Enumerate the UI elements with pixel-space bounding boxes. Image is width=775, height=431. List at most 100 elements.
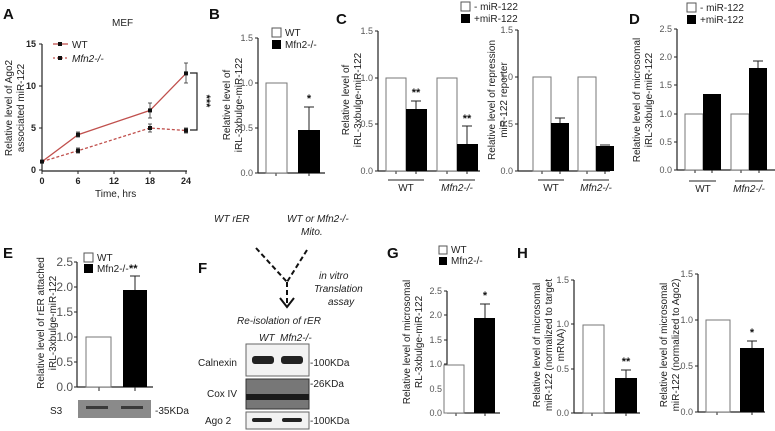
panel-c-ytick: 0.5 [360,119,373,129]
bar-mfn2 [615,378,637,413]
blot-label-cox-iv: Cox IV [207,389,237,400]
panel-h-right-ylabel-1: Relative level of microsomal [659,283,670,408]
bar-mfn2 [740,348,764,412]
bar-wt-minus [684,113,704,171]
panel-a-ytick: 0 [31,165,36,175]
panel-c-ytick: 0.0 [360,166,373,176]
bar-wt [705,319,731,413]
panel-c-right-ylabel-1: Relative level of repression [487,40,498,160]
panel-h-ytick: 0.0 [556,408,569,418]
panel-h-left-significance: ** [622,356,631,368]
panel-h-right-ylabel-2: miR-122 (normalized to Ago2) [671,279,682,412]
bar-wt-plus [551,123,569,171]
panel-c-ytick: 0.0 [500,166,513,176]
bar-wt [265,82,288,174]
panel-d-ytick: 0.5 [659,137,672,147]
blot-s3 [78,400,151,418]
panel-c-right-group-mfn2: Mfn2-/- [580,183,612,194]
panel-a-xtick: 12 [109,176,119,186]
bar-wt [582,324,605,414]
panel-label-a: A [3,6,14,23]
panel-a-ylabel-2: associated miR-122 [16,63,27,152]
panel-d-ytick: 0.0 [659,165,672,175]
bar-mfn2-plus [457,144,478,171]
panel-label-f: F [198,260,207,277]
panel-c-left-ylabel-2: iRL-3xbulge-miR-122 [353,52,364,147]
panel-a-ytick: 5 [31,123,36,133]
panel-e-ylabel-1: Relative level of rER attached [36,257,47,389]
panel-e-ytick: 2.5 [56,255,73,269]
panel-a-title: MEF [112,18,133,29]
panel-e-significance: ** [129,263,138,275]
panel-h-right-significance: * [750,327,755,339]
blot-size-ago2: -100KDa [310,416,350,427]
panel-h-left-ylabel-1: Relative level of microsomal [532,283,543,408]
panel-g-ytick: 2.5 [429,286,442,296]
panel-b: B Relative level of iRL-3xbulge-miR-122 … [209,6,325,178]
panel-a-significance: *** [200,95,212,109]
panel-g-ytick: 1.0 [429,359,442,369]
panel-e-legend-mfn2: Mfn2-/- [97,264,129,275]
workflow-arrow-icon [255,247,308,303]
panel-c-left-ylabel-1: Relative level of [341,64,352,135]
panel-c-right-ylabel-2: miR-122 reporter [499,62,510,138]
panel-label-e: E [3,245,13,262]
panel-d-legend-minus: - miR-122 [700,3,744,14]
panel-a-ytick: 15 [26,39,36,49]
panel-c-right-group-wt: WT [543,183,559,194]
blot-size-cox-iv: -26KDa [310,379,344,390]
panel-d-ytick: 1.5 [659,80,672,90]
f-lane-wt: WT [259,333,275,344]
bar-mfn2 [474,318,495,413]
panel-d-legend-plus: +miR-122 [700,15,744,26]
panel-label-b: B [209,6,220,23]
f-result: Re-isolation of rER [237,316,321,327]
panel-a-xtick: 18 [145,176,155,186]
panel-h-ytick: 0.5 [556,364,569,374]
panel-a: A MEF Relative level of Ago2 associated … [3,6,212,200]
bar-mfn2-plus [596,146,614,171]
panel-c-ytick: 0.5 [500,119,513,129]
panel-c-ytick: 1.0 [360,73,373,83]
panel-c-ytick: 1.5 [500,25,513,35]
blot-size-s3: -35KDa [155,406,189,417]
panel-a-legend-wt: WT [72,40,88,51]
panel-a-ytick: 10 [26,81,36,91]
panel-c-legend-minus: - miR-122 [474,2,518,13]
f-top-right-1: WT or Mfn2-/- [287,214,349,225]
panel-a-xtick: 24 [181,176,191,186]
panel-h-ytick: 0.5 [680,361,693,371]
panel-e-ytick: 1.5 [56,305,73,319]
panel-h-ytick: 1.0 [680,315,693,325]
panel-d-ytick: 2.5 [659,24,672,34]
panel-b-significance: * [307,93,312,105]
panel-c-left-group-mfn2: Mfn2-/- [441,183,473,194]
panel-h-ytick: 0.0 [680,407,693,417]
panel-h-ytick: 1.5 [680,269,693,279]
blot-label-ago2: Ago 2 [205,416,232,427]
panel-label-c: C [336,11,347,28]
blot-size-calnexin: -100KDa [310,358,350,369]
panel-g-legend-mfn2: Mfn2-/- [451,256,483,267]
panel-h: H Relative level of microsomal miR-122 (… [517,245,765,418]
panel-a-xtick: 6 [75,176,80,186]
f-side-3: assay [328,297,355,308]
panel-g-legend-wt: WT [451,245,467,256]
panel-a-xtick: 0 [39,176,44,186]
panel-b-ytick: 1.5 [240,33,253,43]
panel-b-legend-mfn2: Mfn2-/- [285,40,317,51]
panel-h-ytick: 1.5 [556,275,569,285]
panel-d-group-wt: WT [695,184,711,195]
blot-label-calnexin: Calnexin [198,358,237,369]
panel-c-ytick: 1.5 [360,26,373,36]
panel-a-legend-mfn2: Mfn2-/- [72,54,104,65]
panel-d-ylabel-1: Relative level of microsomal [632,38,643,163]
panel-e: E Relative level of rER attached iRL-3xb… [3,245,189,418]
panel-e-ytick: 2.0 [56,280,73,294]
panel-c-significance-wt: ** [412,87,421,99]
panel-a-xlabel: Time, hrs [95,189,136,200]
mfn2-line [41,127,187,163]
panel-g-ytick: 2.0 [429,310,442,320]
panel-c-left-group-wt: WT [398,183,414,194]
